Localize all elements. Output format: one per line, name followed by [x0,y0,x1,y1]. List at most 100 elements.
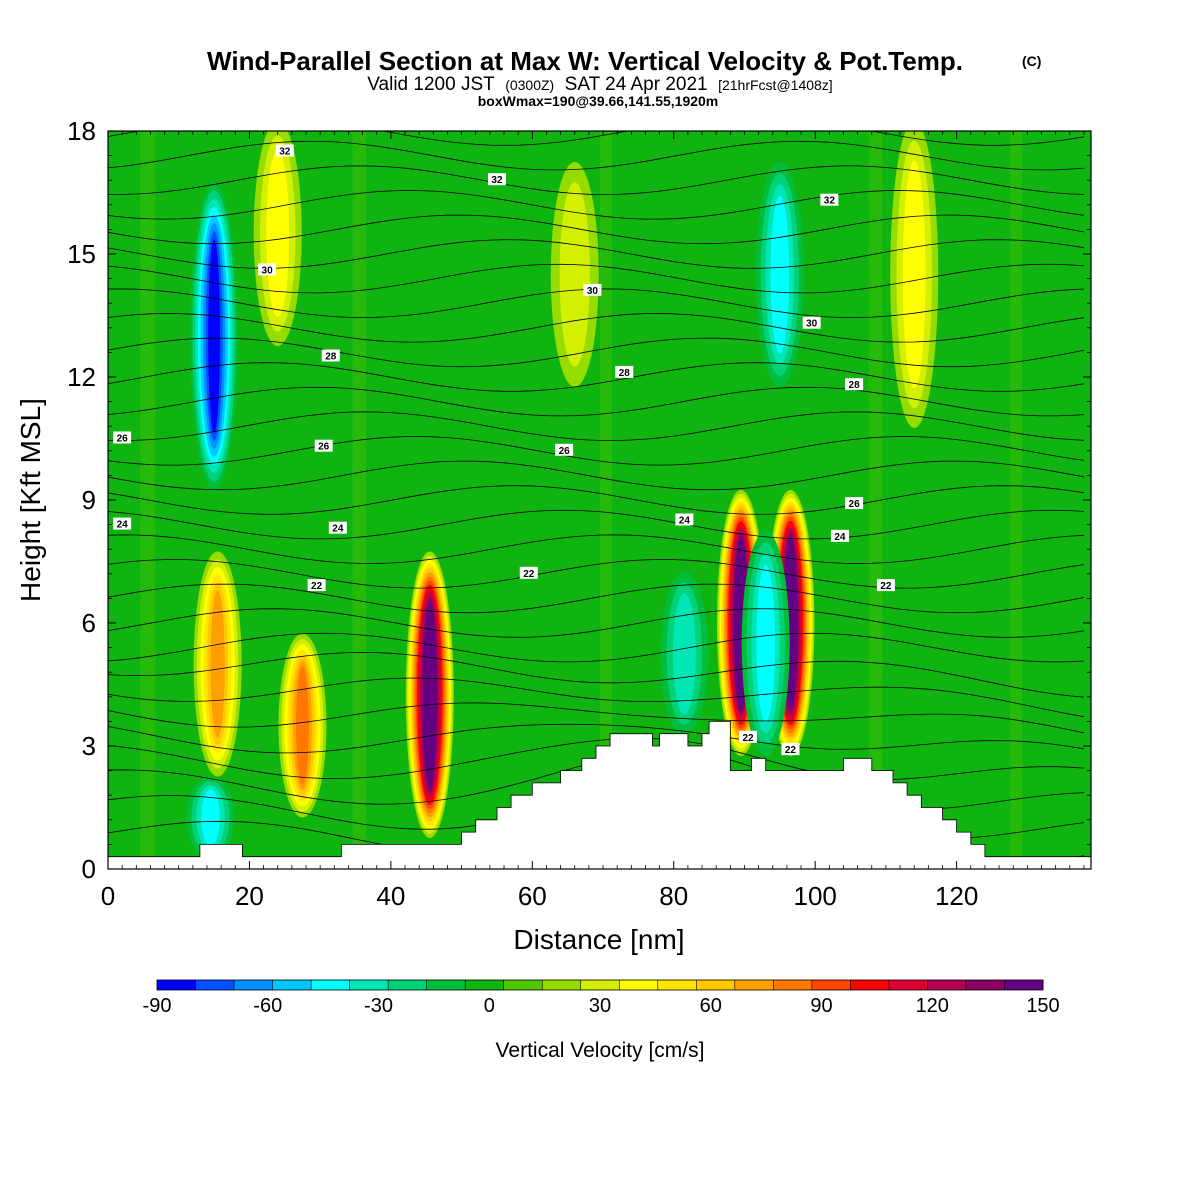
contour-label-text: 28 [619,368,631,379]
y-axis-label: Height [Kft MSL] [15,398,46,602]
colorbar-swatch [811,980,851,990]
contour-label-bg [583,283,602,296]
colorbar-swatch [157,980,197,990]
colorbar-tick-label: 30 [589,995,611,1017]
forecast-info: [21hrFcst@1408z] [718,77,833,93]
contour-label-bg [830,529,849,542]
contour-label: 32 [487,173,506,186]
contour-label-text: 32 [824,196,836,207]
x-tick-label: 60 [518,881,547,911]
x-tick-label: 80 [659,881,688,911]
contour-label-text: 32 [279,147,291,158]
y-axis: 0 3 6 9 12 15 18 [67,116,1091,884]
theta-contour-line [108,608,1084,638]
contour-label-text: 24 [679,516,691,527]
downdraft-band [756,564,776,723]
x-tick-label: 100 [793,881,836,911]
colorbar-swatch [965,980,1005,990]
contour-label-bg [321,349,340,362]
theta-contour-line [108,702,1084,734]
colorbar-tick-label: 90 [810,995,832,1017]
y-tick-label: 12 [67,362,96,392]
theta-contour-line [108,436,1084,466]
contour-label-text: 32 [491,175,503,186]
colorbar-label: Vertical Velocity [cm/s] [496,1039,705,1062]
colorbar-tick-label: -60 [253,995,282,1017]
contour-label-bg [781,743,800,756]
colorbar-swatch [195,980,235,990]
contour-label-bg [487,173,506,186]
y-tick-label: 9 [82,485,96,515]
contour-label: 24 [830,529,849,543]
theta-contour-line [108,559,1084,589]
downdraft-band [672,593,696,715]
colorbar-tick-label: 150 [1026,995,1059,1017]
colorbar-swatch [542,980,582,990]
contour-label-bg [820,193,839,206]
contour-labels: 32 32 32 30 30 30 28 28 28 26 26 26 26 24 24 24 24 22 22 22… [113,144,895,756]
box-info: boxWmax=190@39.66,141.55,1920m [478,93,719,109]
contour-label: 26 [113,431,132,445]
valid-date: SAT 24 Apr 2021 [565,74,708,95]
contour-label-bg [113,431,132,444]
colorbar: -90 -60 -30 0 30 60 90 120 150 [143,979,1060,1017]
contour-label-bg [845,378,864,391]
contour-label-text: 28 [325,352,337,363]
contour-label: 32 [275,144,294,158]
contour-label-text: 30 [806,319,818,330]
contour-label: 26 [555,443,574,457]
colorbar-swatch [465,980,505,990]
theta-contour-line [108,131,1084,146]
contour-label: 22 [781,743,800,756]
theta-contour-line [108,737,1084,780]
contour-label-text: 26 [318,442,330,453]
colorbar-swatch [1004,980,1044,990]
valid-zulu: (0300Z) [505,77,554,93]
contour-label: 30 [258,263,277,276]
downdraft-band [208,239,220,433]
colorbar-swatch [696,980,736,990]
contour-label: 26 [314,439,333,453]
contour-label-bg [519,566,538,579]
contour-label: 24 [675,513,694,527]
contour-label-text: 26 [117,434,129,445]
theta-contour-line [108,460,1084,491]
contour-label: 28 [845,378,864,391]
contour-label-bg [328,521,347,534]
contour-label-text: 26 [849,499,861,510]
theta-contour-line [108,190,1084,220]
contour-label: 30 [802,316,821,330]
theta-contour-line [108,534,1084,564]
updraft-band [902,160,926,389]
field-band [868,131,883,869]
colorbar-swatch [734,980,774,990]
theta-contour-line [108,411,1084,441]
contour-label-bg [307,579,326,592]
colorbar-swatch [888,980,928,990]
theta-contour-line [108,509,1084,540]
colorbar-swatch [773,980,813,990]
contour-label-text: 22 [742,733,754,744]
contour-label: 30 [583,283,602,297]
y-tick-label: 6 [82,608,96,638]
contour-label: 32 [820,193,839,207]
contour-label-bg [275,144,294,157]
colorbar-swatch [503,980,543,990]
colorbar-swatch [619,980,659,990]
colorbar-swatch [657,980,697,990]
colorbar-swatch [850,980,890,990]
colorbar-swatch [426,980,466,990]
contour-label-bg [258,263,277,276]
colorbar-swatch [311,980,351,990]
contour-label-text: 22 [785,745,797,756]
theta-contour-line [108,362,1084,392]
contour-label-text: 30 [587,286,599,297]
contour-label-bg [555,443,574,456]
colorbar-tick-label: 120 [916,995,949,1017]
theta-contour-line [108,632,1084,663]
theta-contour-line [108,263,1084,294]
updraft-band [559,182,590,367]
theta-contour-line [108,723,1084,754]
downdraft-band [770,195,790,354]
contour-label-text: 22 [523,569,535,580]
